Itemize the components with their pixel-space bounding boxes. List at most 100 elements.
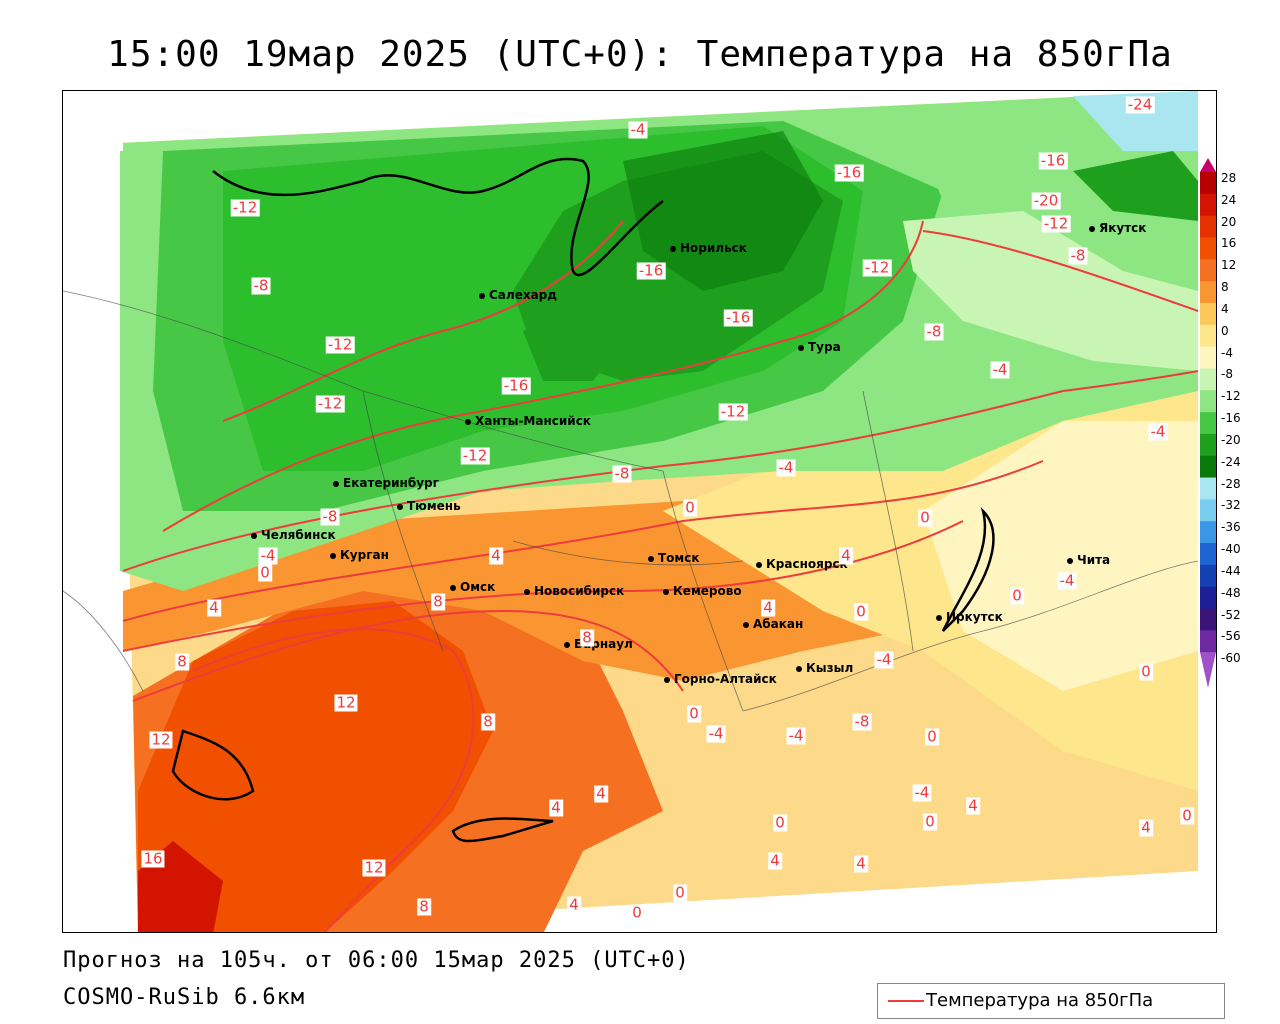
city-khanty-mansiysk: Ханты-Мансийск (465, 414, 591, 428)
isotherm-label: 0 (1139, 662, 1153, 681)
isotherm-label: 4 (966, 796, 980, 815)
colorbar-swatch (1200, 302, 1216, 326)
colorbar-swatch (1200, 193, 1216, 217)
isotherm-label: -8 (612, 464, 632, 483)
colorbar-tick-label: -48 (1221, 585, 1241, 600)
city-kemerovo: Кемерово (663, 584, 742, 598)
isotherm-label: -20 (1031, 191, 1061, 210)
isotherm-label: 4 (761, 598, 775, 617)
isotherm-label: -24 (1125, 95, 1155, 114)
map-area[interactable] (62, 90, 1217, 933)
city-chelyabinsk: Челябинск (251, 528, 336, 542)
colorbar-swatch (1200, 259, 1216, 282)
isotherm-label: 4 (1139, 818, 1153, 837)
city-kurgan: Курган (330, 548, 389, 562)
city-norilsk: Норильск (670, 241, 747, 255)
isotherm-label: 0 (773, 813, 787, 832)
colorbar (1200, 158, 1216, 688)
temperature-field (63, 91, 1199, 932)
colorbar-swatch (1200, 455, 1216, 479)
isotherm-label: -12 (718, 402, 748, 421)
colorbar-swatch (1200, 390, 1216, 413)
isotherm-label: -4 (258, 546, 278, 565)
city-novosibirsk: Новосибирск (524, 584, 624, 598)
isotherm-label: -12 (325, 335, 355, 354)
isotherm-label: 8 (175, 652, 189, 671)
colorbar-tick-label: -40 (1221, 542, 1241, 557)
city-chita: Чита (1067, 553, 1110, 567)
city-irkutsk: Иркутск (936, 610, 1003, 624)
isotherm-label: 4 (207, 598, 221, 617)
legend-label: Температура на 850гПа (926, 990, 1154, 1011)
colorbar-tick-label: -44 (1221, 563, 1241, 578)
isotherm-label: -12 (1041, 214, 1071, 233)
isotherm-label: -16 (723, 308, 753, 327)
colorbar-tick-label: 12 (1221, 258, 1237, 273)
isotherm-label: -4 (912, 783, 932, 802)
colorbar-swatch (1200, 630, 1216, 653)
isotherm-label: -4 (786, 726, 806, 745)
colorbar-swatch (1200, 412, 1216, 435)
colorbar-swatch (1200, 521, 1216, 544)
map-title: 15:00 19мар 2025 (UTC+0): Температура на… (107, 34, 1173, 75)
colorbar-swatch (1200, 477, 1216, 500)
colorbar-swatch (1200, 586, 1216, 610)
isotherm-label: 8 (580, 628, 594, 647)
colorbar-swatch (1200, 499, 1216, 522)
isotherm-label: 4 (854, 854, 868, 873)
city-abakan: Абакан (743, 617, 803, 631)
city-krasnoyarsk: Красноярск (756, 557, 848, 571)
colorbar-swatch (1200, 346, 1216, 369)
isotherm-label: -16 (1038, 151, 1068, 170)
isotherm-label: -4 (990, 360, 1010, 379)
colorbar-swatch (1200, 172, 1216, 195)
colorbar-swatch (1200, 433, 1216, 457)
isotherm-label: 0 (258, 563, 272, 582)
city-gorno-altaysk: Горно-Алтайск (664, 672, 777, 686)
isotherm-label: 0 (925, 727, 939, 746)
colorbar-tick-label: -20 (1221, 432, 1241, 447)
isotherm-label: -4 (874, 650, 894, 669)
colorbar-top-arrow (1200, 158, 1216, 172)
city-kyzyl: Кызыл (796, 661, 853, 675)
city-tomsk: Томск (648, 551, 700, 565)
isotherm-label: -4 (1057, 571, 1077, 590)
colorbar-swatch (1200, 543, 1216, 566)
isotherm-label: -8 (924, 322, 944, 341)
isotherm-label: -4 (776, 458, 796, 477)
isotherm-label: -12 (230, 198, 260, 217)
colorbar-tick-label: -60 (1221, 651, 1241, 666)
colorbar-tick-label: -52 (1221, 607, 1241, 622)
isotherm-label: 12 (362, 858, 386, 877)
isotherm-label: -4 (706, 724, 726, 743)
isotherm-label: 4 (549, 798, 563, 817)
isotherm-label: 0 (673, 883, 687, 902)
colorbar-tick-label: -4 (1221, 345, 1233, 360)
isotherm-label: 16 (141, 849, 165, 868)
isotherm-label: -12 (315, 394, 345, 413)
isotherm-label: 0 (918, 508, 932, 527)
city-tyumen: Тюмень (397, 499, 461, 513)
city-omsk: Омск (450, 580, 495, 594)
isotherm-label: 8 (481, 712, 495, 731)
colorbar-tick-label: 20 (1221, 214, 1237, 229)
isotherm-label: 12 (334, 693, 358, 712)
colorbar-swatch (1200, 281, 1216, 304)
isotherm-label: 0 (683, 498, 697, 517)
isotherm-label: -12 (460, 446, 490, 465)
isotherm-label: -12 (862, 258, 892, 277)
city-yekaterinburg: Екатеринбург (333, 476, 439, 490)
isotherm-label: -8 (251, 276, 271, 295)
isotherm-label: -4 (628, 120, 648, 139)
colorbar-swatch (1200, 215, 1216, 238)
isotherm-label: 0 (854, 602, 868, 621)
isotherm-label: 0 (1180, 806, 1194, 825)
colorbar-tick-label: 28 (1221, 171, 1237, 185)
isotherm-label: 4 (839, 546, 853, 565)
legend: Температура на 850гПа (877, 983, 1225, 1019)
forecast-info: Прогноз на 105ч. от 06:00 15мар 2025 (UT… (63, 948, 690, 973)
colorbar-tick-label: -12 (1221, 389, 1241, 404)
isotherm-label: -8 (1068, 246, 1088, 265)
colorbar-tick-label: 16 (1221, 236, 1237, 251)
colorbar-swatch (1200, 564, 1216, 588)
